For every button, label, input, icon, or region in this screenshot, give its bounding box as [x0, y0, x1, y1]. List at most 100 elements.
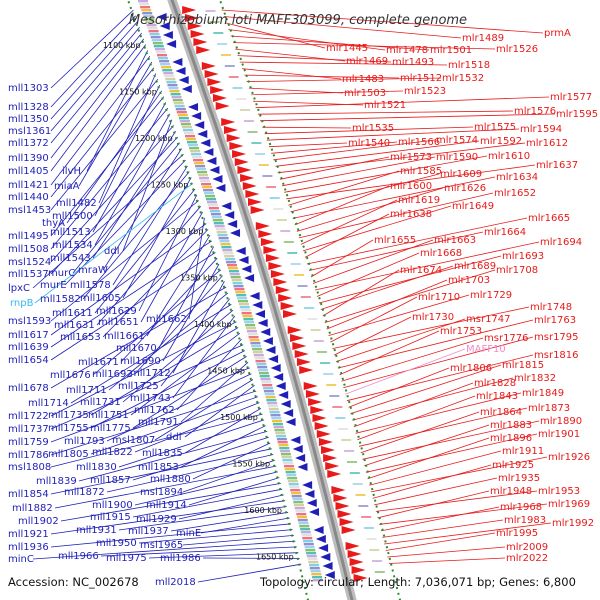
feature-stripe	[297, 519, 308, 522]
label-connector	[118, 419, 265, 468]
forward-gene-arrow	[312, 414, 327, 422]
reverse-gene-arrow	[224, 211, 235, 219]
label-connector	[50, 240, 213, 348]
forward-gene-arrow	[193, 38, 208, 46]
label-connector	[50, 413, 263, 468]
forward-gene-label: mlr1663	[434, 235, 476, 246]
forward-gene-label: mlr1503	[344, 88, 386, 99]
label-connector	[332, 306, 530, 349]
feature-stripe	[204, 192, 214, 195]
label-connector	[306, 217, 528, 265]
forward-gene-label: mlr2009	[506, 542, 548, 553]
label-connector	[86, 50, 149, 172]
reverse-gene-arrow	[156, 13, 167, 21]
feature-stripe	[161, 66, 172, 69]
forward-gene-label: mlr1708	[496, 265, 538, 276]
feature-stripe	[248, 336, 259, 339]
reverse-gene-arrow	[212, 175, 223, 183]
kbp-tick-label: 1350 kbp	[180, 274, 218, 283]
kbp-tick-label: 1150 kbp	[119, 88, 157, 97]
reverse-gene-arrow	[241, 265, 252, 273]
feature-stripe	[144, 18, 155, 21]
feature-stripe	[303, 540, 314, 543]
label-connector	[314, 241, 540, 291]
forward-gene-arrow	[201, 62, 216, 70]
reverse-gene-label: msl1965	[140, 540, 183, 551]
forward-gene-arrow	[263, 246, 278, 254]
reverse-gene-label: mll1722	[8, 411, 49, 422]
reverse-gene-arrow	[221, 202, 232, 210]
reverse-gene-label: murC	[48, 268, 75, 279]
label-connector	[357, 395, 476, 441]
reverse-gene-label: rnpB	[10, 298, 34, 309]
feature-stripe	[285, 471, 296, 474]
outer-feature-stripe	[358, 505, 369, 507]
label-connector	[365, 433, 538, 473]
label-connector	[134, 471, 278, 506]
forward-gene-label: mlr1535	[352, 123, 394, 134]
forward-gene-arrow	[308, 398, 323, 406]
label-connector	[275, 140, 480, 167]
label-connector	[335, 318, 466, 362]
feature-stripe	[295, 510, 306, 513]
reverse-gene-label: mll1534	[52, 240, 93, 251]
label-connector	[294, 185, 390, 226]
forward-gene-label: mlr1610	[488, 151, 530, 162]
forward-gene-arrow	[294, 350, 309, 358]
reverse-gene-arrow	[283, 409, 294, 417]
outer-feature-stripe	[335, 417, 346, 419]
forward-gene-label: mlr1694	[540, 237, 582, 248]
forward-gene-label: mlr1703	[448, 275, 490, 286]
feature-stripe	[269, 411, 280, 414]
label-connector	[180, 361, 249, 423]
feature-stripe	[292, 498, 303, 501]
forward-gene-arrow	[278, 294, 293, 302]
feature-stripe	[152, 42, 163, 45]
feature-stripe	[252, 348, 263, 351]
label-connector	[341, 337, 484, 382]
label-connector	[50, 223, 207, 336]
reverse-gene-arrow	[280, 400, 291, 408]
outer-feature-stripe	[363, 527, 374, 529]
feature-stripe	[235, 291, 246, 294]
outer-feature-stripe	[236, 98, 247, 100]
forward-gene-arrow	[318, 438, 333, 446]
label-connector	[324, 269, 496, 323]
label-connector	[246, 77, 442, 82]
forward-gene-label: mlr1652	[494, 188, 536, 199]
outer-feature-stripe	[323, 373, 334, 375]
reverse-gene-label: mll1857	[90, 475, 131, 486]
feature-stripe	[185, 135, 195, 138]
label-connector	[50, 55, 151, 186]
feature-stripe	[164, 75, 175, 78]
feature-stripe	[305, 549, 316, 552]
forward-gene-arrow	[275, 286, 290, 294]
outer-feature-stripe	[344, 450, 355, 452]
reverse-gene-label: mll1651	[98, 317, 139, 328]
feature-stripe	[187, 141, 197, 144]
label-connector	[343, 336, 534, 389]
feature-stripe	[165, 78, 176, 81]
reverse-gene-arrow	[322, 562, 333, 570]
forward-gene-label: mlr1849	[522, 388, 564, 399]
reverse-gene-label: mll1617	[8, 330, 49, 341]
feature-stripe	[200, 180, 211, 183]
feature-stripe	[312, 579, 323, 582]
reverse-gene-label: mll1775	[90, 423, 131, 434]
feature-stripe	[203, 189, 214, 192]
reverse-gene-arrow	[166, 40, 177, 48]
forward-gene-arrow	[345, 542, 360, 550]
label-connector	[50, 448, 272, 495]
forward-gene-arrow	[331, 486, 346, 494]
feature-stripe	[195, 165, 206, 168]
kbp-tick-label: 1200 kbp	[135, 134, 173, 143]
label-connector	[344, 348, 466, 395]
feature-stripe	[259, 375, 270, 378]
feature-stripe	[174, 105, 185, 108]
forward-gene-label: mlr1935	[498, 473, 540, 484]
forward-gene-arrow	[321, 446, 336, 454]
feature-stripe	[241, 312, 252, 315]
label-connector	[353, 382, 474, 428]
feature-stripe	[242, 315, 253, 318]
forward-gene-label: mlr1655	[374, 235, 416, 246]
